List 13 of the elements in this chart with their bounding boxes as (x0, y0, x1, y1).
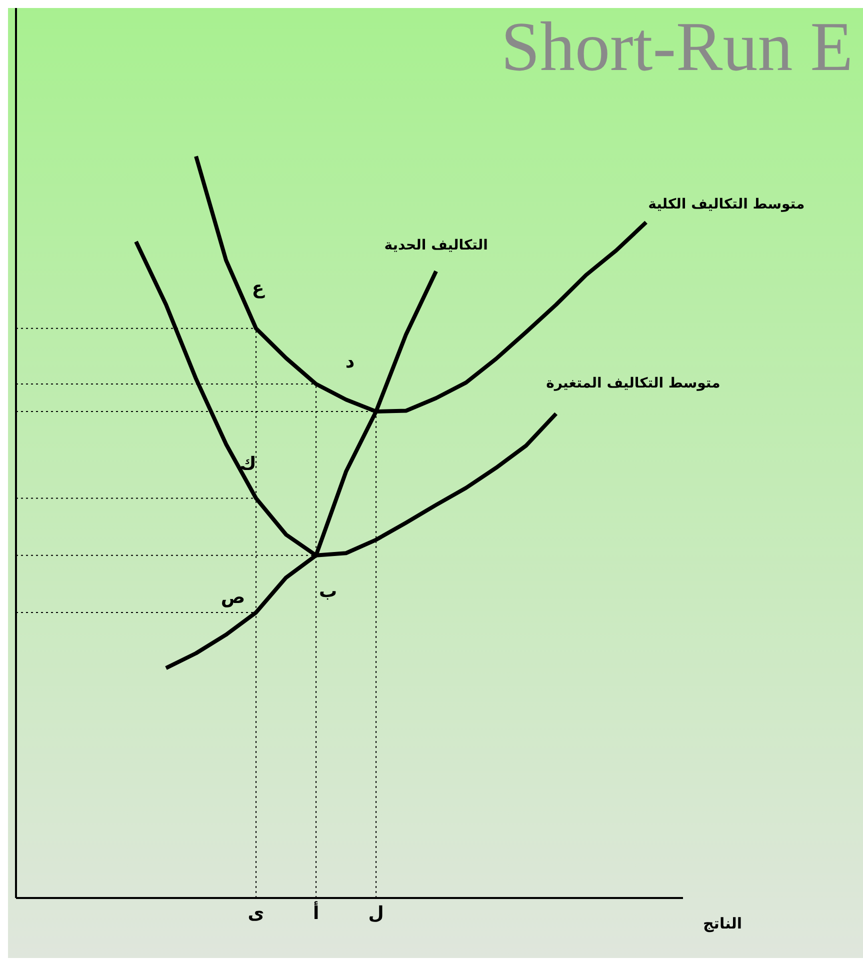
annotation: ب (319, 580, 338, 602)
x-tick-label: ل (368, 902, 384, 924)
annotation: ك (240, 454, 256, 475)
annotation: ص (220, 586, 246, 608)
series-label: التكاليف الحدية (384, 237, 488, 254)
series-label: متوسط التكاليف المتغيرة (546, 376, 720, 392)
x-axis-title: الناتج (703, 914, 742, 932)
annotation: د (345, 352, 355, 373)
annotation: ع (252, 278, 265, 299)
series-label: متوسط التكاليف الكلية (648, 196, 805, 212)
x-tick-label: أ (312, 900, 320, 924)
x-tick-label: ى (248, 902, 264, 924)
chart-title: Short-Run E (501, 8, 853, 88)
